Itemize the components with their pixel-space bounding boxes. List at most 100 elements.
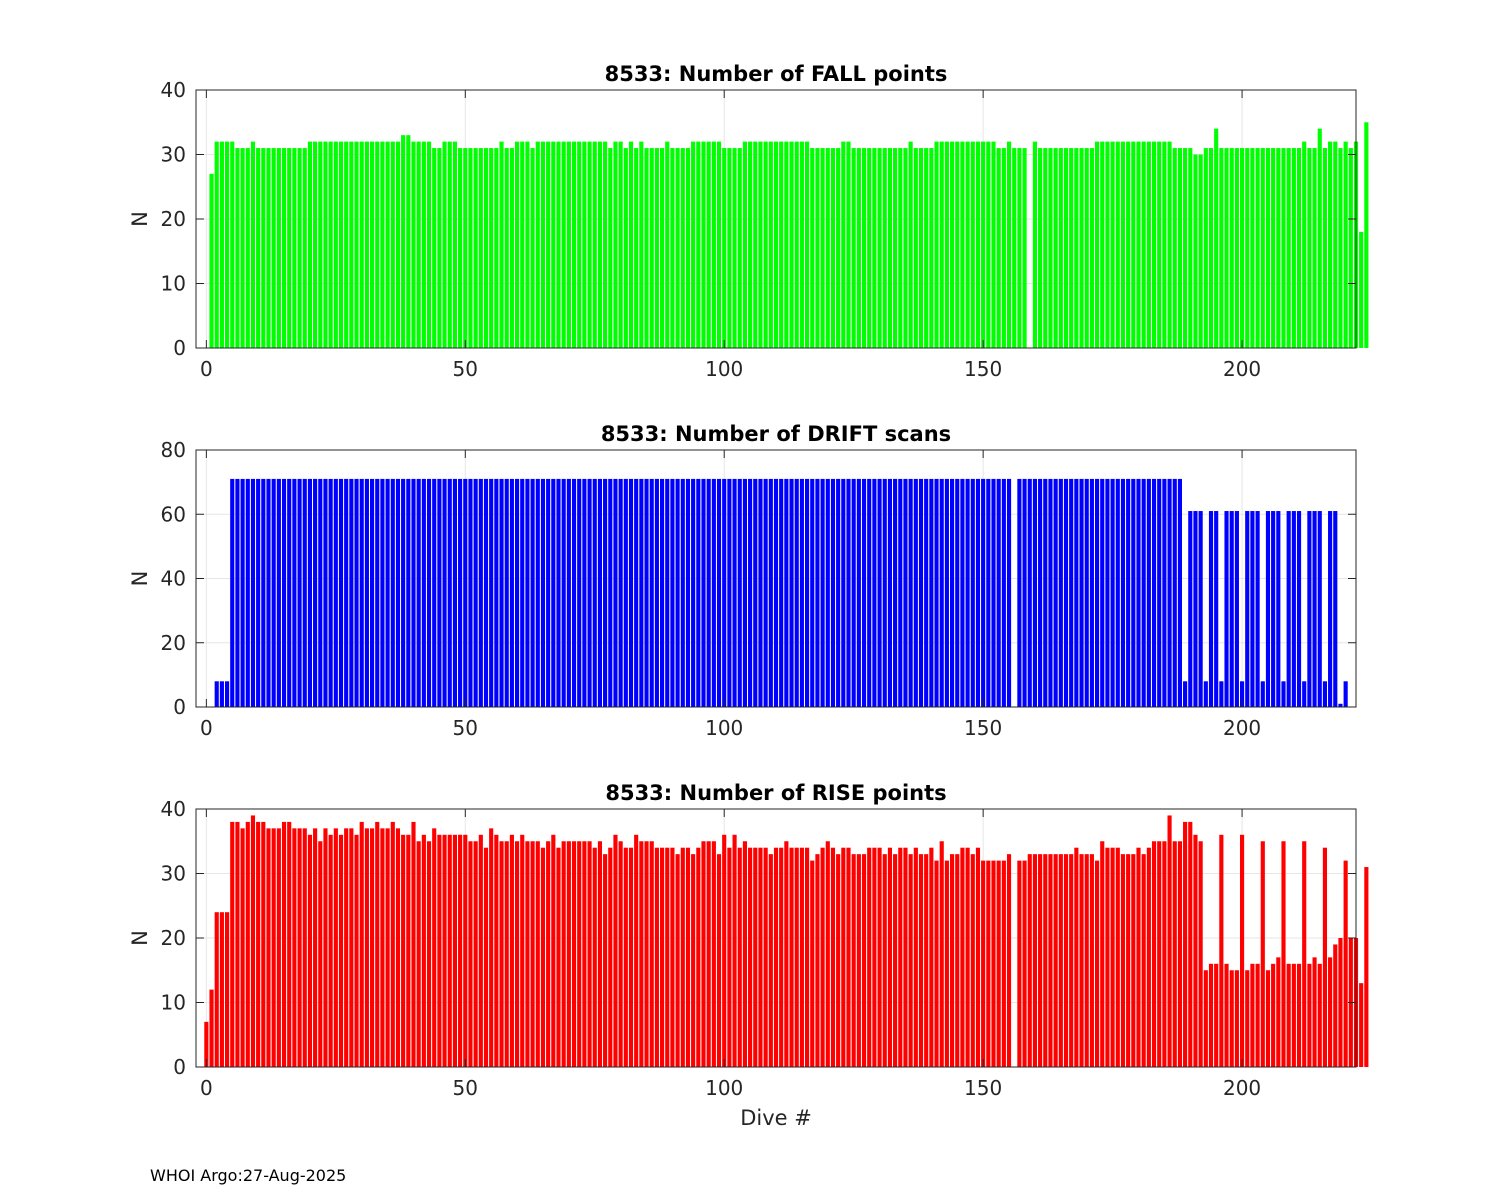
bar bbox=[1105, 141, 1110, 348]
bar bbox=[603, 141, 608, 348]
bar bbox=[944, 860, 949, 1067]
bar bbox=[245, 478, 250, 707]
bar bbox=[996, 478, 1001, 707]
bar bbox=[390, 821, 395, 1067]
bar bbox=[473, 148, 478, 348]
y-tick-label: 0 bbox=[173, 336, 186, 360]
bar bbox=[753, 478, 758, 707]
bar bbox=[240, 148, 245, 348]
bar bbox=[773, 141, 779, 348]
bar bbox=[634, 478, 639, 707]
bar bbox=[634, 148, 639, 348]
bar bbox=[271, 478, 276, 707]
bar bbox=[597, 841, 602, 1067]
bar bbox=[333, 141, 338, 348]
bar bbox=[256, 478, 261, 707]
bar bbox=[333, 828, 338, 1067]
bar bbox=[411, 141, 416, 348]
bar bbox=[1183, 148, 1188, 348]
y-axis-label: N bbox=[128, 211, 152, 227]
bar bbox=[1240, 681, 1245, 707]
bar bbox=[287, 821, 292, 1067]
bar bbox=[660, 148, 665, 348]
bar bbox=[748, 141, 753, 348]
bar bbox=[349, 828, 354, 1067]
bar bbox=[934, 141, 939, 348]
bar bbox=[582, 478, 587, 707]
bar bbox=[338, 834, 344, 1067]
bar bbox=[1317, 511, 1322, 707]
bar bbox=[1115, 478, 1120, 707]
bar bbox=[1141, 854, 1146, 1067]
bar bbox=[789, 478, 794, 707]
bar bbox=[380, 141, 385, 348]
bar bbox=[349, 478, 354, 707]
bar bbox=[665, 847, 670, 1067]
bar bbox=[872, 847, 877, 1067]
bar bbox=[1058, 854, 1063, 1067]
bar bbox=[1146, 847, 1151, 1067]
bar bbox=[603, 854, 608, 1067]
bar bbox=[1322, 847, 1327, 1067]
bar bbox=[587, 478, 592, 707]
bar bbox=[1224, 148, 1229, 348]
bar bbox=[1224, 511, 1229, 707]
bar bbox=[489, 828, 494, 1067]
bar bbox=[639, 841, 644, 1067]
bar bbox=[463, 148, 468, 348]
bar bbox=[799, 478, 804, 707]
bar bbox=[603, 478, 608, 707]
bar bbox=[1162, 478, 1167, 707]
bar bbox=[302, 828, 307, 1067]
bar bbox=[401, 135, 406, 348]
bar bbox=[929, 148, 934, 348]
bar bbox=[561, 141, 566, 348]
bar bbox=[468, 478, 473, 707]
bar bbox=[851, 148, 856, 348]
bar bbox=[975, 478, 981, 707]
bar bbox=[1286, 511, 1291, 707]
bar bbox=[561, 841, 566, 1067]
bar bbox=[856, 854, 861, 1067]
x-tick-label: 200 bbox=[1223, 716, 1261, 740]
bar bbox=[219, 141, 224, 348]
bar bbox=[737, 478, 742, 707]
bar bbox=[991, 478, 996, 707]
bar bbox=[1359, 983, 1364, 1067]
bar bbox=[344, 828, 349, 1067]
bar bbox=[1296, 511, 1302, 707]
bar bbox=[421, 834, 426, 1067]
bar bbox=[1183, 681, 1188, 707]
bar bbox=[680, 847, 685, 1067]
bar bbox=[571, 141, 577, 348]
bar bbox=[452, 478, 457, 707]
bar bbox=[639, 141, 644, 348]
bar bbox=[701, 841, 706, 1067]
bar bbox=[1343, 860, 1348, 1067]
bar bbox=[618, 841, 623, 1067]
bar bbox=[944, 478, 949, 707]
bar bbox=[401, 834, 406, 1067]
bar bbox=[1265, 148, 1271, 348]
bar bbox=[271, 148, 276, 348]
bar bbox=[328, 141, 333, 348]
bar bbox=[1250, 511, 1255, 707]
bar bbox=[872, 148, 877, 348]
bar bbox=[716, 478, 722, 707]
x-tick-label: 50 bbox=[453, 716, 478, 740]
bar bbox=[416, 478, 421, 707]
bar bbox=[281, 478, 287, 707]
bar bbox=[1053, 478, 1058, 707]
bar bbox=[525, 141, 530, 348]
bar bbox=[768, 478, 773, 707]
bar bbox=[1203, 681, 1208, 707]
bar bbox=[856, 478, 861, 707]
bar bbox=[530, 478, 535, 707]
bar bbox=[675, 478, 680, 707]
bar bbox=[556, 141, 561, 348]
y-tick-label: 40 bbox=[161, 797, 186, 821]
bar bbox=[587, 841, 592, 1067]
bar bbox=[913, 478, 918, 707]
bar bbox=[851, 854, 856, 1067]
bar bbox=[1188, 148, 1193, 348]
